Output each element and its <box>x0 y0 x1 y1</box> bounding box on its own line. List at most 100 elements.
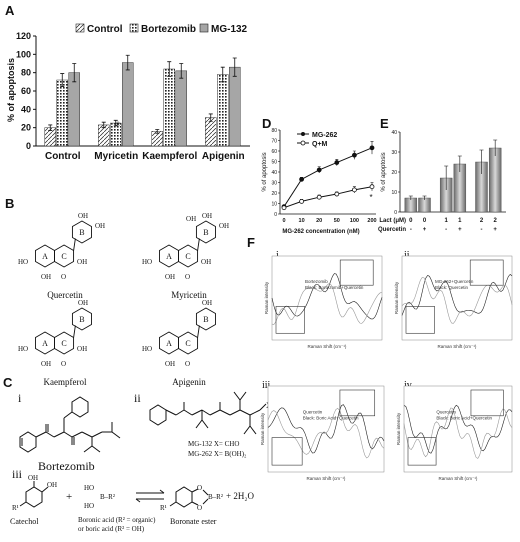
chart-a-bar-mg132-kaempferol <box>175 70 187 147</box>
catechol-structure <box>19 481 49 508</box>
chart-d-point-qm <box>299 198 305 204</box>
boronic-ho2: HO <box>84 502 94 510</box>
chart-e-error-bar <box>493 139 498 156</box>
ring-b-label: B <box>79 315 84 324</box>
ring-a-label: A <box>166 339 172 348</box>
raman-ylabel: Raman intensity <box>260 412 265 445</box>
chart-a-bar-bortezomib-apigenin <box>217 74 229 147</box>
mg-inhibitor-structure <box>149 391 267 435</box>
structure-name-myricetin: Myricetin <box>171 290 207 300</box>
chart-d-point-qm <box>316 194 322 200</box>
chart-a-ytick-label: 20 <box>21 123 31 133</box>
raman-trace <box>401 273 513 316</box>
raman-inset-box <box>275 306 305 334</box>
chart-e-lact-value: 2 <box>493 218 497 224</box>
chart-e-lact-value: 0 <box>423 218 427 224</box>
raman-legend-line2: Black: Boric Acid+Quercetin <box>303 416 359 421</box>
chart-d-ytick-label: 0 <box>274 212 277 218</box>
chart-d-ytick-label: 80 <box>271 128 277 134</box>
legend-marker-qm <box>300 140 306 146</box>
chart-e-error-bar <box>422 195 427 200</box>
chart-e-quercetin-value: + <box>423 227 427 233</box>
chart-e-lact-value: 1 <box>458 218 462 224</box>
raman-trace <box>267 407 385 459</box>
chart-d-ytick-label: 40 <box>271 170 277 176</box>
ring-c-label: C <box>61 339 66 348</box>
chart-e-lact-value: 1 <box>444 218 448 224</box>
chart-e-quercetin-value: - <box>445 227 447 233</box>
chart-a-error-bar <box>113 119 118 127</box>
chart-a-error-bar <box>101 121 106 129</box>
chart-a-ylabel: % of apoptosis <box>6 58 16 122</box>
chart-a-error-bar <box>48 124 53 131</box>
chart-a-bar-bortezomib-control <box>56 79 68 147</box>
chart-d-point-qm <box>351 187 357 193</box>
oh-group-b-top: OH <box>78 299 88 307</box>
chart-e-bar <box>488 147 502 213</box>
carbonyl-o: O <box>185 360 190 368</box>
raman-legend-line1: Quercetin <box>303 410 323 415</box>
oh-group-b-top: OH <box>202 299 212 307</box>
raman-ylabel: Raman intensity <box>396 412 401 445</box>
chart-e-quercetin-value: - <box>481 227 483 233</box>
chart-e-row1-label: Lact (μM) <box>379 218 406 224</box>
chart-e-lact-value: 0 <box>409 218 413 224</box>
chart-a-ytick-label: 100 <box>16 49 31 59</box>
chart-e-error-bar <box>444 165 449 190</box>
ring-b-label: B <box>203 228 208 237</box>
panel-c-sublabel-iii: iii <box>12 467 23 481</box>
raman-xlabel: Raman Shift (cm⁻¹) <box>307 476 346 481</box>
chart-d-legend: MG-262 Q+M <box>297 132 337 148</box>
boronate-o1: O <box>197 484 202 492</box>
oh-group-b-top: OH <box>202 212 212 220</box>
panel-c-structures: i ii iii Bortezomi <box>10 391 272 533</box>
boronic-ho1: HO <box>84 484 94 492</box>
chart-e-quercetin-value: + <box>493 227 497 233</box>
chart-e-row2-label: Quercetin <box>378 227 406 233</box>
equilibrium-arrows-icon <box>135 489 165 503</box>
chart-d-point-mg262 <box>334 160 340 165</box>
carbonyl-o: O <box>185 273 190 281</box>
ring-b-label: B <box>79 228 84 237</box>
raman-inset-box <box>405 306 435 334</box>
chart-e-error-bar <box>457 155 462 172</box>
chart-a-category-label: Kaempferol <box>142 151 197 162</box>
chart-a-error-bar <box>155 129 160 134</box>
raman-inset-box <box>339 389 376 417</box>
bortezomib-structure <box>19 396 121 453</box>
mg262-label: MG-262 X= B(OH)₂ <box>188 450 247 458</box>
boronate-b-r2: B–R² <box>208 493 223 501</box>
ho-group: HO <box>142 345 152 353</box>
panel-f-sublabel-iv: iv <box>404 380 412 391</box>
chart-e-quercetin-value: + <box>458 227 462 233</box>
catechol-label: Catechol <box>10 517 39 526</box>
reaction-plus: + <box>66 491 72 503</box>
raman-legend-line1: Bortezomib <box>305 279 328 284</box>
chart-e-error-bar <box>408 195 413 200</box>
ring-a-label: A <box>166 252 172 261</box>
raman-xlabel: Raman Shift (cm⁻¹) <box>439 476 478 481</box>
chart-a-error-bar <box>208 113 213 122</box>
chart-a-category-label: Myricetin <box>94 151 138 162</box>
chart-d-ytick-label: 10 <box>271 202 277 208</box>
ring-c-label: C <box>185 339 190 348</box>
apoptosis-bar-chart-a: % of apoptosis 0 20 40 60 80 100 120 Control My… <box>6 23 250 162</box>
ring-a-label: A <box>42 252 48 261</box>
chart-d-xtick-label: 100 <box>350 218 359 224</box>
chart-d-point-qm <box>334 191 340 197</box>
chart-a-category-label: Control <box>45 151 81 162</box>
chart-a-error-bar <box>125 54 130 71</box>
legend-label-bortezomib: Bortezomib <box>141 24 196 35</box>
panel-c-sublabel-ii: ii <box>134 391 141 405</box>
apoptosis-line-chart-d: % of apoptosis MG-262 concentration (nM)… <box>262 128 377 235</box>
chart-d-xtick-label: 50 <box>334 218 340 224</box>
boronate-ester-structure <box>169 486 209 508</box>
oh-group-a: OH <box>41 360 51 368</box>
